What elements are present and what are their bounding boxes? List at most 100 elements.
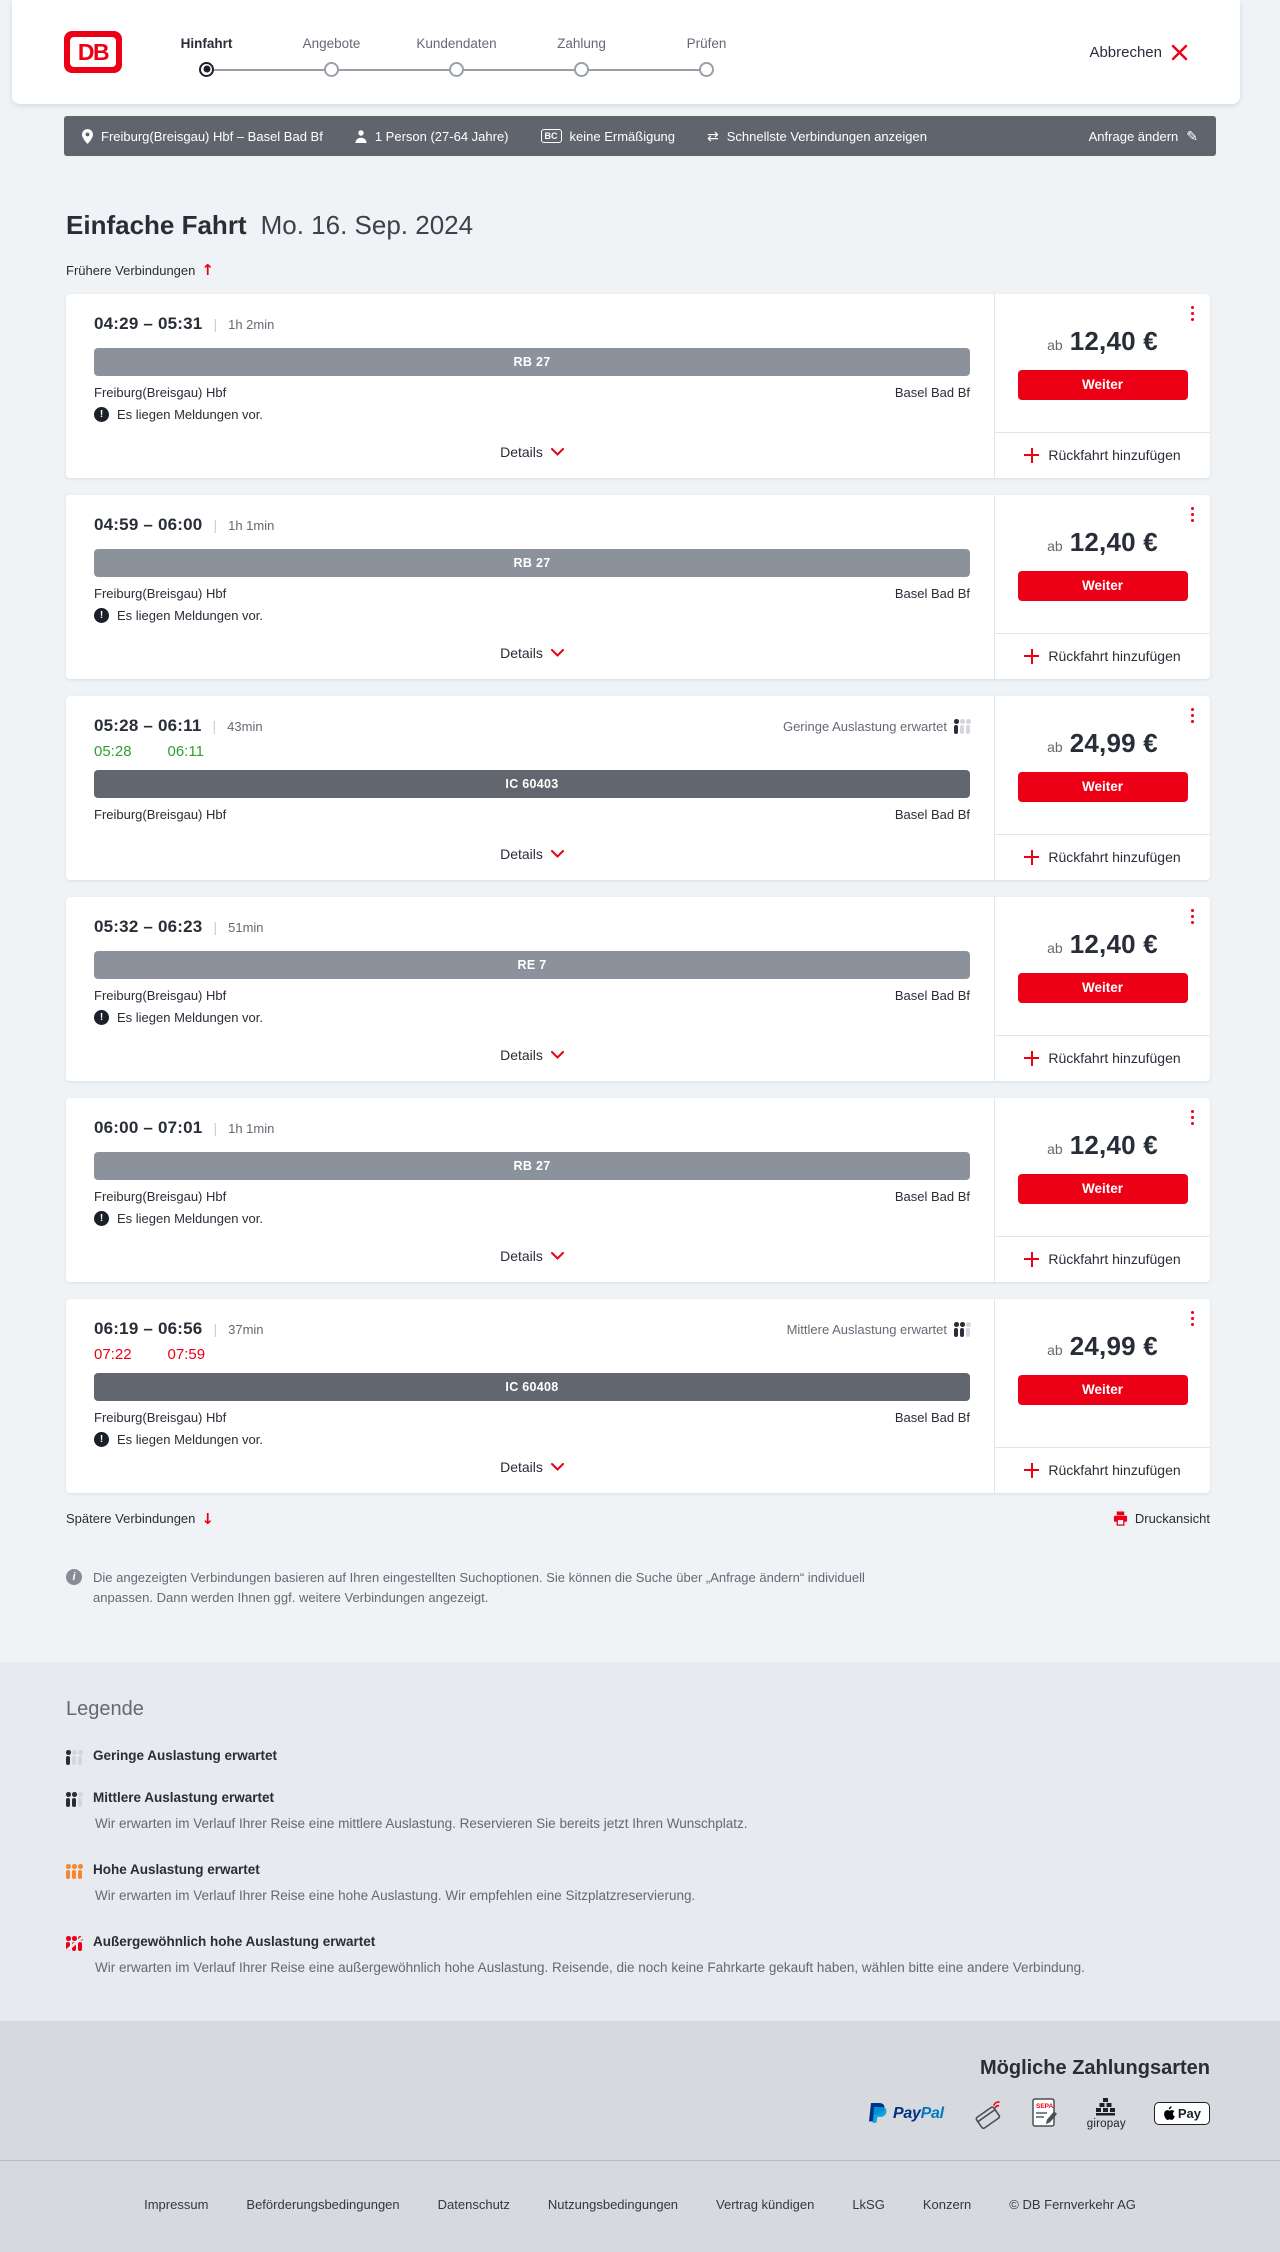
realtime-times: 07:22 07:59 (94, 1346, 970, 1363)
realtime-arrival: 06:11 (167, 742, 204, 760)
cancel-button[interactable]: Abbrechen (1089, 44, 1188, 61)
occupancy-medium-icon (953, 1322, 971, 1337)
price: ab 12,40 € (1047, 928, 1158, 959)
destination-station: Basel Bad Bf (894, 585, 970, 601)
connection-card: 04:59 – 06:00 | 1h 1min RB 27 Freiburg(B… (66, 494, 1210, 679)
add-return-button[interactable]: Rückfahrt hinzufügen (995, 1034, 1210, 1081)
connection-card: 06:00 – 07:01 | 1h 1min RB 27 Freiburg(B… (66, 1097, 1210, 1282)
weiter-button[interactable]: Weiter (1017, 1173, 1188, 1204)
add-return-button[interactable]: Rückfahrt hinzufügen (995, 833, 1210, 880)
train-segment-bar: RB 27 (94, 347, 970, 376)
origin-station: Freiburg(Breisgau) Hbf (94, 1409, 227, 1425)
edit-search-button[interactable]: Anfrage ändern ✎ (1088, 128, 1198, 144)
plus-icon (1024, 447, 1040, 463)
page-title: Einfache Fahrt Mo. 16. Sep. 2024 (66, 210, 1210, 241)
weiter-button[interactable]: Weiter (1017, 1374, 1188, 1405)
footer-link-nutzungsbedingungen[interactable]: Nutzungsbedingungen (547, 2196, 679, 2212)
details-toggle[interactable]: Details (500, 1035, 564, 1071)
footer-link-lksg[interactable]: LkSG (852, 2196, 885, 2212)
print-view-button[interactable]: Druckansicht (1113, 1511, 1210, 1526)
footer-link-vertrag-kuendigen[interactable]: Vertrag kündigen (716, 2196, 815, 2212)
realtime-times: 05:28 06:11 (94, 743, 970, 760)
legend-item-low: Geringe Auslastung erwartet (65, 1748, 1210, 1765)
step-kundendaten[interactable]: Kundendaten (394, 36, 519, 77)
destination-station: Basel Bad Bf (894, 1188, 970, 1204)
later-connections-button[interactable]: Spätere Verbindungen ↓ (66, 1509, 214, 1528)
details-toggle[interactable]: Details (500, 834, 564, 870)
footer-link-impressum[interactable]: Impressum (144, 2196, 209, 2212)
details-toggle[interactable]: Details (500, 1447, 564, 1483)
footer-link-befoerderungsbedingungen[interactable]: Beförderungsbedingungen (246, 2196, 400, 2212)
more-options-menu[interactable] (1189, 304, 1197, 324)
plus-icon (1024, 1462, 1040, 1478)
info-icon: i (66, 1568, 82, 1585)
time-range: 05:32 – 06:23 (94, 916, 203, 936)
duration: 1h 1min (228, 517, 275, 533)
step-dot (574, 61, 589, 77)
legend-item-medium: Mittlere Auslastung erwartet Wir erwarte… (65, 1790, 1210, 1835)
occupancy-low-icon (65, 1750, 83, 1765)
duration: 37min (228, 1321, 264, 1337)
price: ab 12,40 € (1047, 325, 1158, 356)
realtime-departure: 07:22 (94, 1345, 132, 1363)
search-options-note: i Die angezeigten Verbindungen basieren … (66, 1568, 866, 1608)
payment-methods: PayPal SEPA (70, 2097, 1210, 2130)
more-options-menu[interactable] (1189, 1309, 1197, 1329)
add-return-button[interactable]: Rückfahrt hinzufügen (995, 1235, 1210, 1282)
plus-icon (1024, 849, 1040, 865)
service-notice: ! Es liegen Meldungen vor. (94, 1009, 970, 1025)
step-dot (449, 61, 464, 77)
occupancy-indicator: Geringe Auslastung erwartet (783, 719, 971, 734)
earlier-connections-button[interactable]: Frühere Verbindungen ↑ (66, 261, 214, 279)
legend-section: Legende Geringe Auslastung erwartet Mitt… (0, 1661, 1280, 2021)
db-logo-text: DB (70, 37, 116, 67)
service-notice: ! Es liegen Meldungen vor. (94, 1431, 970, 1447)
chevron-down-icon (550, 1251, 564, 1260)
step-angebote[interactable]: Angebote (269, 36, 394, 77)
duration: 1h 2min (228, 316, 275, 332)
step-pruefen[interactable]: Prüfen (644, 36, 769, 77)
details-toggle[interactable]: Details (500, 1236, 564, 1272)
origin-station: Freiburg(Breisgau) Hbf (94, 585, 227, 601)
weiter-button[interactable]: Weiter (1017, 771, 1188, 802)
person-icon (355, 129, 367, 143)
destination-station: Basel Bad Bf (894, 384, 970, 400)
footer-link-datenschutz[interactable]: Datenschutz (437, 2196, 510, 2212)
train-segment-bar: IC 60403 (94, 769, 970, 798)
service-notice: ! Es liegen Meldungen vor. (94, 1210, 970, 1226)
add-return-button[interactable]: Rückfahrt hinzufügen (995, 632, 1210, 679)
train-segment-bar: RB 27 (94, 548, 970, 577)
legend-title: Legende (66, 1697, 144, 1720)
exclamation-icon: ! (94, 1210, 109, 1226)
step-hinfahrt[interactable]: Hinfahrt (144, 36, 269, 77)
db-logo: DB (64, 31, 122, 73)
footer-copyright: © DB Fernverkehr AG (1009, 2196, 1136, 2212)
train-segment-bar: IC 60408 (94, 1372, 970, 1401)
details-toggle[interactable]: Details (500, 432, 564, 468)
footer-link-konzern[interactable]: Konzern (922, 2196, 972, 2212)
step-zahlung[interactable]: Zahlung (519, 36, 644, 77)
trip-date: Mo. 16. Sep. 2024 (260, 210, 474, 240)
chevron-down-icon (550, 447, 564, 456)
time-range: 06:19 – 06:56 (94, 1318, 203, 1338)
more-options-menu[interactable] (1189, 706, 1197, 726)
more-options-menu[interactable] (1189, 505, 1197, 525)
app-header: DB Hinfahrt Angebote Kundendaten Zahlung… (12, 0, 1240, 104)
printer-icon (1113, 1511, 1127, 1526)
train-segment-bar: RB 27 (94, 1151, 970, 1180)
legend-item-high: Hohe Auslastung erwartet Wir erwarten im… (65, 1862, 1210, 1907)
add-return-button[interactable]: Rückfahrt hinzufügen (995, 431, 1210, 478)
swap-arrows-icon: ⇄ (707, 128, 719, 144)
more-options-menu[interactable] (1189, 1108, 1197, 1128)
weiter-button[interactable]: Weiter (1017, 570, 1188, 601)
weiter-button[interactable]: Weiter (1017, 369, 1188, 400)
passenger-summary: 1 Person (27-64 Jahre) (355, 129, 509, 144)
more-options-menu[interactable] (1189, 907, 1197, 927)
connection-card: 06:19 – 06:56 | 37min Mittlere Auslastun… (66, 1298, 1210, 1493)
price: ab 24,99 € (1047, 1330, 1158, 1361)
details-toggle[interactable]: Details (500, 633, 564, 669)
occupancy-indicator: Mittlere Auslastung erwartet (787, 1322, 971, 1337)
sort-option[interactable]: ⇄ Schnellste Verbindungen anzeigen (707, 128, 927, 144)
add-return-button[interactable]: Rückfahrt hinzufügen (995, 1446, 1210, 1493)
weiter-button[interactable]: Weiter (1017, 972, 1188, 1003)
